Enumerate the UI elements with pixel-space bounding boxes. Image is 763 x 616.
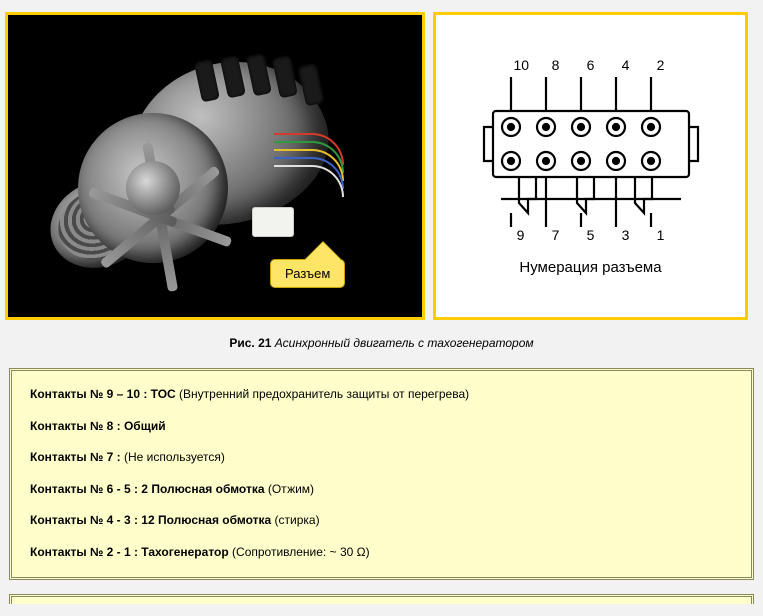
contact-line: Контакты № 8 : Общий [30,419,733,435]
connector-pinout-panel: 10 8 6 4 2 [433,12,748,320]
pin-number: 4 [619,57,633,73]
next-box-top-edge [9,594,754,604]
pin-number: 1 [654,227,668,243]
pin-number: 2 [654,57,668,73]
contact-line: Контакты № 2 - 1 : Тахогенератор (Сопрот… [30,545,733,561]
motor-connector [252,207,294,237]
contacts-box: Контакты № 9 – 10 : ТОС (Внутренний пред… [9,368,754,580]
pin-number: 3 [619,227,633,243]
pin-number: 7 [549,227,563,243]
pin-numbers-bottom: 9 7 5 3 1 [514,227,668,243]
connector-svg [481,77,701,227]
motor-photo-panel: Разъем [5,12,425,320]
figure-panels: Разъем 10 8 6 4 2 [5,12,758,320]
pin-numbers-top: 10 8 6 4 2 [514,57,668,73]
pin-number: 6 [584,57,598,73]
pin-number: 10 [514,57,528,73]
contact-line: Контакты № 9 – 10 : ТОС (Внутренний пред… [30,387,733,403]
pin-number: 9 [514,227,528,243]
figure-title: Асинхронный двигатель с тахогенератором [275,336,534,350]
connector-caption: Нумерация разъема [519,259,661,276]
connector-callout: Разъем [270,259,345,288]
figure-caption: Рис. 21 Асинхронный двигатель с тахогене… [5,336,758,350]
pin-number: 8 [549,57,563,73]
figure-number: Рис. 21 [229,336,271,350]
pin-number: 5 [584,227,598,243]
contact-line: Контакты № 4 - 3 : 12 Полюсная обмотка (… [30,513,733,529]
contact-line: Контакты № 7 : (Не используется) [30,450,733,466]
contact-line: Контакты № 6 - 5 : 2 Полюсная обмотка (О… [30,482,733,498]
